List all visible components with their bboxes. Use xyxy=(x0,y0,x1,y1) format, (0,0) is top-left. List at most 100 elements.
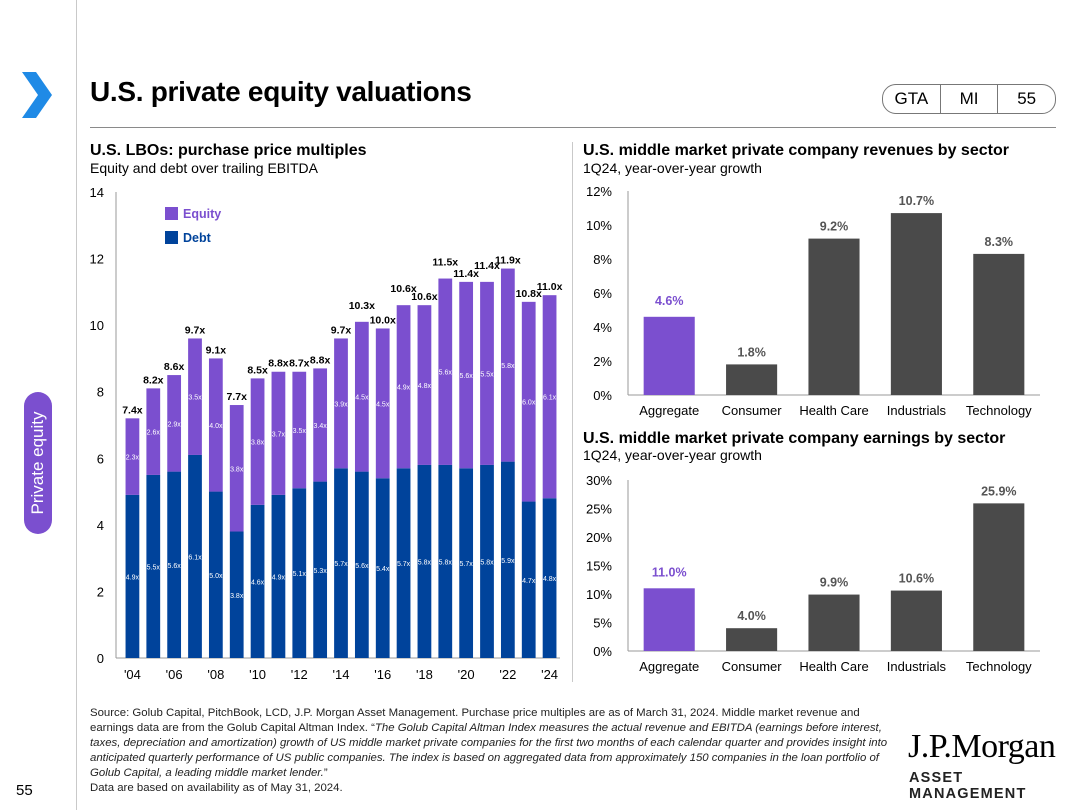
title-divider xyxy=(90,127,1056,128)
debt-bar xyxy=(480,464,494,658)
debt-bar xyxy=(208,491,223,658)
footnote-source: Source: Golub Capital, PitchBook, LCD, J… xyxy=(90,707,860,734)
badge-gta[interactable]: GTA xyxy=(894,89,929,108)
debt-value-label: 4.9x xyxy=(272,574,286,581)
revenues-category-label: Consumer xyxy=(722,403,783,418)
debt-value-label: 5.7x xyxy=(460,561,474,568)
lbo-x-tick-label: '12 xyxy=(291,667,308,682)
equity-value-label: 4.5x xyxy=(376,401,390,408)
earnings-chart: 0% 5% 10% 15% 20% 25% 30% 11.0% Aggregate 4.0% Con… xyxy=(586,473,1040,674)
earnings-value-label: 4.0% xyxy=(737,609,766,623)
debt-bar xyxy=(417,464,432,658)
total-value-label: 10.6x xyxy=(390,283,416,295)
badge-mi[interactable]: MI xyxy=(939,85,998,113)
footnote-quote-end: ” xyxy=(323,767,328,779)
debt-value-label: 5.7x xyxy=(397,561,411,568)
earnings-value-label: 25.9% xyxy=(981,484,1016,498)
lbo-x-tick-label: '06 xyxy=(166,667,183,682)
total-value-label: 11.9x xyxy=(495,255,521,267)
lbo-y-tick-label: 6 xyxy=(97,451,104,466)
footnote: Source: Golub Capital, PitchBook, LCD, J… xyxy=(90,706,892,796)
equity-value-label: 5.6x xyxy=(460,373,474,380)
lbo-y-tick-label: 4 xyxy=(97,518,104,533)
equity-bar xyxy=(417,305,432,465)
equity-value-label: 3.9x xyxy=(334,401,348,408)
equity-value-label: 4.0x xyxy=(209,423,223,430)
lbo-x-tick-label: '10 xyxy=(249,667,266,682)
total-value-label: 7.7x xyxy=(226,391,247,403)
equity-value-label: 3.8x xyxy=(230,466,244,473)
debt-bar xyxy=(542,498,557,658)
revenues-value-label: 10.7% xyxy=(899,194,934,208)
equity-bar xyxy=(313,368,328,482)
debt-bar xyxy=(313,481,328,658)
asset-management-tagline: ASSET MANAGEMENT xyxy=(909,770,1027,802)
debt-bar xyxy=(167,471,182,658)
revenues-category-label: Industrials xyxy=(887,403,947,418)
lbo-y-tick-label: 14 xyxy=(90,185,104,200)
earnings-bar xyxy=(643,588,695,651)
revenues-value-label: 8.3% xyxy=(985,235,1014,249)
revenues-value-label: 4.6% xyxy=(655,294,684,308)
earnings-category-label: Industrials xyxy=(887,659,947,674)
earnings-y-tick-label: 0% xyxy=(593,644,612,659)
equity-bar xyxy=(250,378,265,505)
revenues-y-tick-label: 8% xyxy=(593,252,612,267)
legend-equity-label: Equity xyxy=(183,207,221,221)
equity-bar xyxy=(125,418,140,495)
equity-value-label: 5.6x xyxy=(439,370,453,377)
lbo-chart: 0 2 4 6 8 10 12 14 4.9x 2.3x 7.4x 5.5x 2.6x 8.2x 5.6x 2… xyxy=(90,185,563,682)
badge-page: 55 xyxy=(997,85,1055,113)
equity-bar xyxy=(146,388,161,475)
revenues-chart: 0% 2% 4% 6% 8% 10% 12% 4.6% Aggregate 1.8% Consume… xyxy=(586,184,1040,418)
legend-equity-swatch xyxy=(165,207,178,220)
page-badge: GTA MI 55 xyxy=(882,84,1056,114)
earnings-y-tick-label: 30% xyxy=(586,473,612,488)
equity-bar xyxy=(480,281,494,465)
revenues-category-label: Technology xyxy=(966,403,1032,418)
equity-bar xyxy=(396,305,411,469)
total-value-label: 8.5x xyxy=(247,364,268,376)
earnings-category-label: Aggregate xyxy=(639,659,699,674)
total-value-label: 9.7x xyxy=(331,324,352,336)
equity-bar xyxy=(375,328,390,479)
equity-bar xyxy=(521,301,536,502)
earnings-category-label: Technology xyxy=(966,659,1032,674)
debt-bar xyxy=(292,488,307,658)
debt-value-label: 5.8x xyxy=(439,559,453,566)
total-value-label: 8.8x xyxy=(268,358,289,370)
debt-value-label: 4.8x xyxy=(543,576,557,583)
revenues-bar xyxy=(808,238,860,395)
total-value-label: 10.6x xyxy=(411,291,437,303)
revenues-y-tick-label: 4% xyxy=(593,320,612,335)
lbo-x-tick-label: '18 xyxy=(416,667,433,682)
debt-bar xyxy=(375,478,390,658)
lbo-x-tick-label: '16 xyxy=(374,667,391,682)
revenues-category-label: Aggregate xyxy=(639,403,699,418)
equity-bar xyxy=(438,278,453,465)
lbo-y-tick-label: 10 xyxy=(90,318,104,333)
section-tab-private-equity[interactable]: Private equity xyxy=(24,392,52,534)
equity-value-label: 3.4x xyxy=(314,423,328,430)
earnings-category-label: Consumer xyxy=(722,659,783,674)
equity-bar xyxy=(208,358,223,492)
debt-bar xyxy=(354,471,369,658)
equity-bar xyxy=(542,295,557,499)
legend-debt-label: Debt xyxy=(183,231,212,245)
revenues-bar xyxy=(643,316,695,395)
equity-bar xyxy=(354,321,369,472)
equity-bar xyxy=(271,371,286,495)
legend-debt-swatch xyxy=(165,231,178,244)
lbo-chart-subtitle: Equity and debt over trailing EBITDA xyxy=(90,160,319,176)
debt-bar xyxy=(396,468,411,658)
revenues-y-tick-label: 6% xyxy=(593,286,612,301)
total-value-label: 8.6x xyxy=(164,361,185,373)
revenues-y-tick-label: 2% xyxy=(593,354,612,369)
lbo-x-tick-label: '24 xyxy=(541,667,558,682)
earnings-category-label: Health Care xyxy=(799,659,868,674)
debt-value-label: 5.1x xyxy=(293,571,307,578)
equity-value-label: 5.5x xyxy=(480,371,494,378)
lbo-y-tick-label: 2 xyxy=(97,584,104,599)
total-value-label: 10.0x xyxy=(370,314,396,326)
earnings-chart-title: U.S. middle market private company earni… xyxy=(583,430,1006,447)
